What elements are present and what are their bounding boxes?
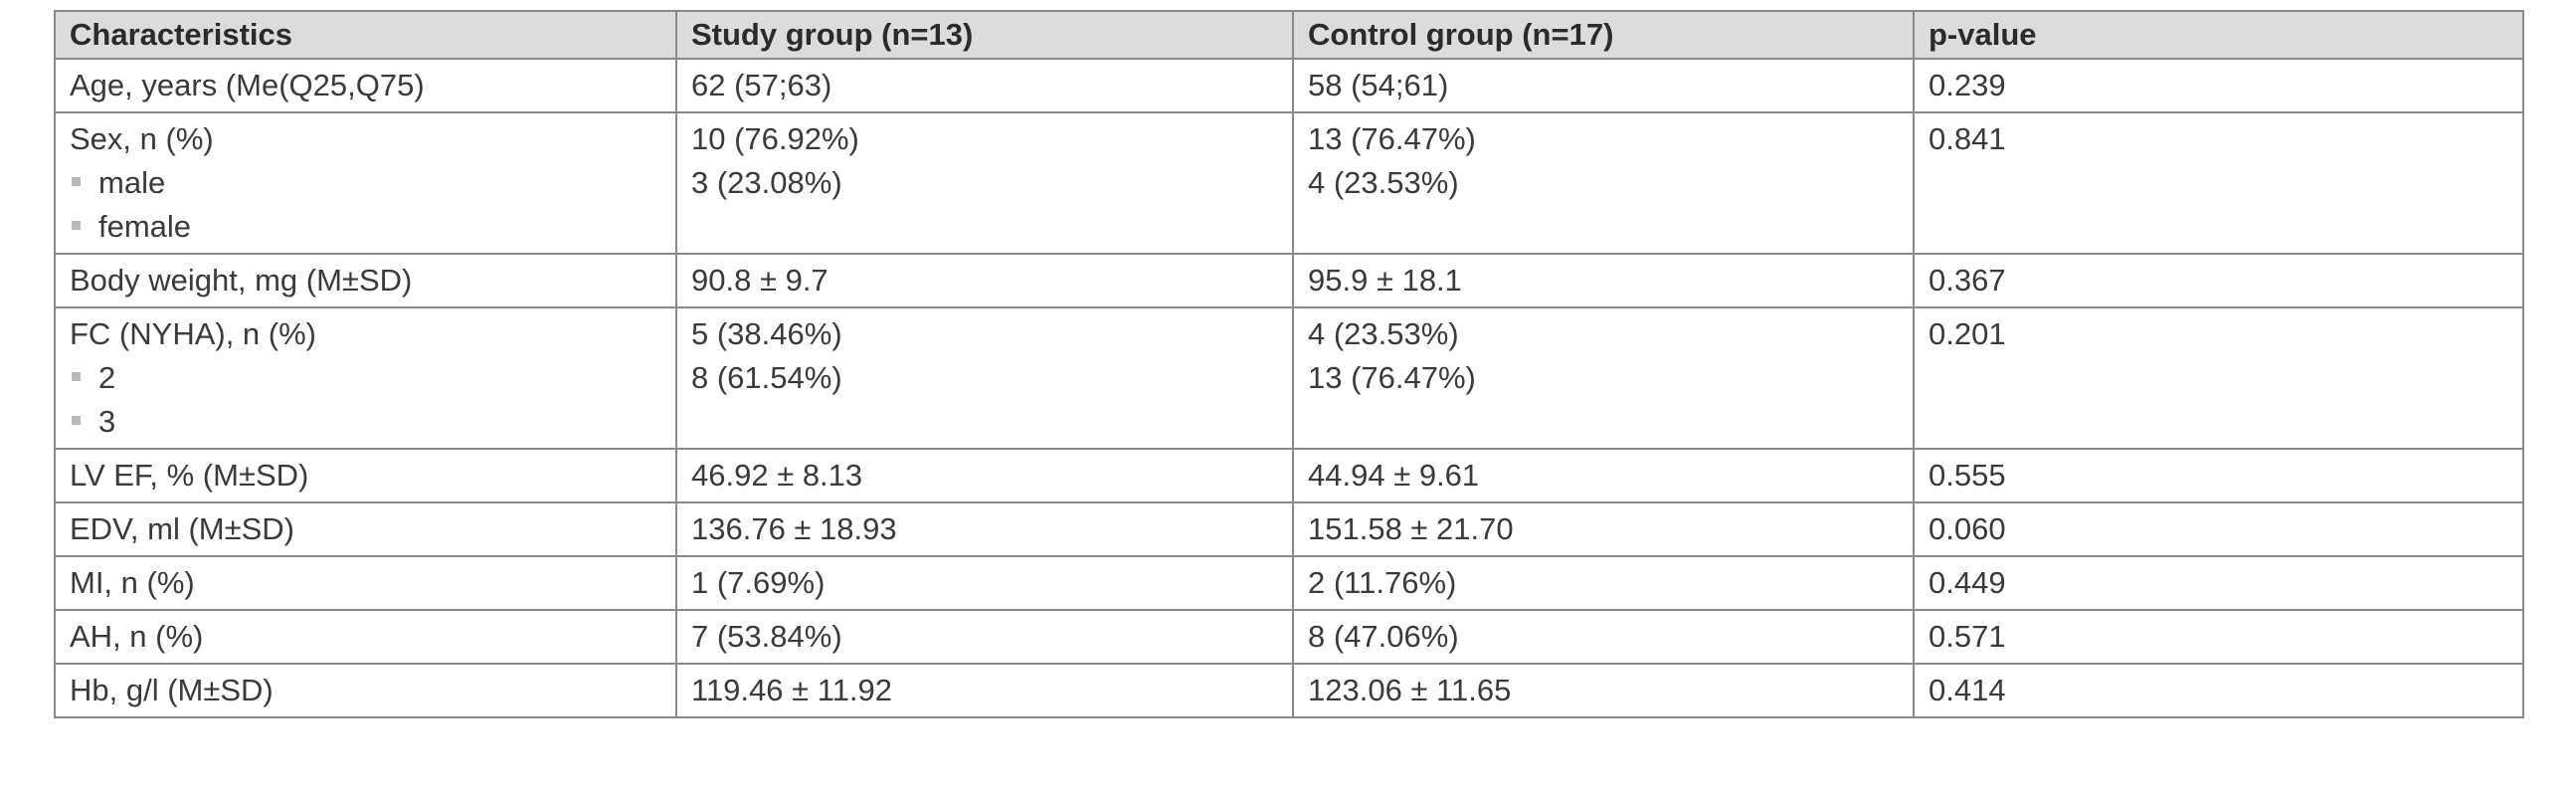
table-row: EDV, ml (M±SD) 136.76 ± 18.93 151.58 ± 2… — [54, 501, 2524, 557]
sub-item-label: female — [98, 209, 192, 244]
row-label: AH, n (%) — [54, 609, 677, 665]
p-value: 0.841 — [1913, 111, 2524, 255]
study-value-cell: 5 (38.46%) 8 (61.54%) — [675, 306, 1294, 450]
table-row: FC (NYHA), n (%) 2 3 5 (38.46%) 8 (61.54… — [54, 306, 2524, 450]
square-bullet-icon — [72, 416, 81, 426]
sub-item: female — [70, 205, 661, 249]
sub-item-label: 2 — [98, 360, 116, 395]
study-value-cell: 10 (76.92%) 3 (23.08%) — [675, 111, 1294, 255]
control-value: 151.58 ± 21.70 — [1292, 501, 1915, 557]
study-value: 8 (61.54%) — [691, 360, 842, 395]
p-value: 0.555 — [1913, 448, 2524, 503]
row-label: EDV, ml (M±SD) — [54, 501, 677, 557]
p-value: 0.239 — [1913, 58, 2524, 113]
control-value: 13 (76.47%) — [1308, 360, 1476, 395]
p-value: 0.201 — [1913, 306, 2524, 450]
p-value: 0.060 — [1913, 501, 2524, 557]
row-label: Hb, g/l (M±SD) — [54, 663, 677, 718]
study-value: 7 (53.84%) — [675, 609, 1294, 665]
table-row: MI, n (%) 1 (7.69%) 2 (11.76%) 0.449 — [54, 555, 2524, 611]
study-value: 3 (23.08%) — [691, 165, 842, 200]
table-row: Hb, g/l (M±SD) 119.46 ± 11.92 123.06 ± 1… — [54, 663, 2524, 718]
study-value: 10 (76.92%) — [691, 121, 859, 156]
square-bullet-icon — [72, 177, 81, 187]
study-value: 136.76 ± 18.93 — [675, 501, 1294, 557]
sub-item-label: 3 — [98, 404, 116, 439]
row-label: FC (NYHA), n (%) — [70, 316, 316, 351]
control-value-cell: 4 (23.53%) 13 (76.47%) — [1292, 306, 1915, 450]
row-label: MI, n (%) — [54, 555, 677, 611]
header-control-group: Control group (n=17) — [1292, 10, 1915, 60]
p-value: 0.414 — [1913, 663, 2524, 718]
sub-item: 2 — [70, 356, 661, 400]
table-row: Age, years (Me(Q25,Q75) 62 (57;63) 58 (5… — [54, 58, 2524, 113]
header-characteristics: Characteristics — [54, 10, 677, 60]
header-study-group: Study group (n=13) — [675, 10, 1294, 60]
control-value: 123.06 ± 11.65 — [1292, 663, 1915, 718]
characteristics-table-container: Characteristics Study group (n=13) Contr… — [54, 10, 2524, 718]
control-value: 44.94 ± 9.61 — [1292, 448, 1915, 503]
control-value: 13 (76.47%) — [1308, 121, 1476, 156]
p-value: 0.449 — [1913, 555, 2524, 611]
table-row: Body weight, mg (M±SD) 90.8 ± 9.7 95.9 ±… — [54, 253, 2524, 308]
p-value: 0.367 — [1913, 253, 2524, 308]
row-label: Sex, n (%) — [70, 121, 214, 156]
row-label-cell: FC (NYHA), n (%) 2 3 — [54, 306, 677, 450]
characteristics-table: Characteristics Study group (n=13) Contr… — [54, 10, 2524, 718]
sub-item: male — [70, 161, 661, 205]
table-row: LV EF, % (M±SD) 46.92 ± 8.13 44.94 ± 9.6… — [54, 448, 2524, 503]
header-p-value: p-value — [1913, 10, 2524, 60]
study-value: 1 (7.69%) — [675, 555, 1294, 611]
row-label: Age, years (Me(Q25,Q75) — [54, 58, 677, 113]
p-value: 0.571 — [1913, 609, 2524, 665]
sub-item: 3 — [70, 400, 661, 444]
square-bullet-icon — [72, 372, 81, 382]
control-value-cell: 13 (76.47%) 4 (23.53%) — [1292, 111, 1915, 255]
study-value: 46.92 ± 8.13 — [675, 448, 1294, 503]
study-value: 119.46 ± 11.92 — [675, 663, 1294, 718]
study-value: 90.8 ± 9.7 — [675, 253, 1294, 308]
sub-item-label: male — [98, 165, 166, 200]
study-value: 62 (57;63) — [675, 58, 1294, 113]
row-label: Body weight, mg (M±SD) — [54, 253, 677, 308]
control-value: 8 (47.06%) — [1292, 609, 1915, 665]
row-label-cell: Sex, n (%) male female — [54, 111, 677, 255]
row-label: LV EF, % (M±SD) — [54, 448, 677, 503]
table-row: AH, n (%) 7 (53.84%) 8 (47.06%) 0.571 — [54, 609, 2524, 665]
control-value: 2 (11.76%) — [1292, 555, 1915, 611]
square-bullet-icon — [72, 221, 81, 231]
control-value: 4 (23.53%) — [1308, 316, 1459, 351]
control-value: 95.9 ± 18.1 — [1292, 253, 1915, 308]
control-value: 58 (54;61) — [1292, 58, 1915, 113]
study-value: 5 (38.46%) — [691, 316, 842, 351]
control-value: 4 (23.53%) — [1308, 165, 1459, 200]
table-row: Sex, n (%) male female 10 (76.92%) 3 (23… — [54, 111, 2524, 255]
table-header-row: Characteristics Study group (n=13) Contr… — [54, 10, 2524, 60]
